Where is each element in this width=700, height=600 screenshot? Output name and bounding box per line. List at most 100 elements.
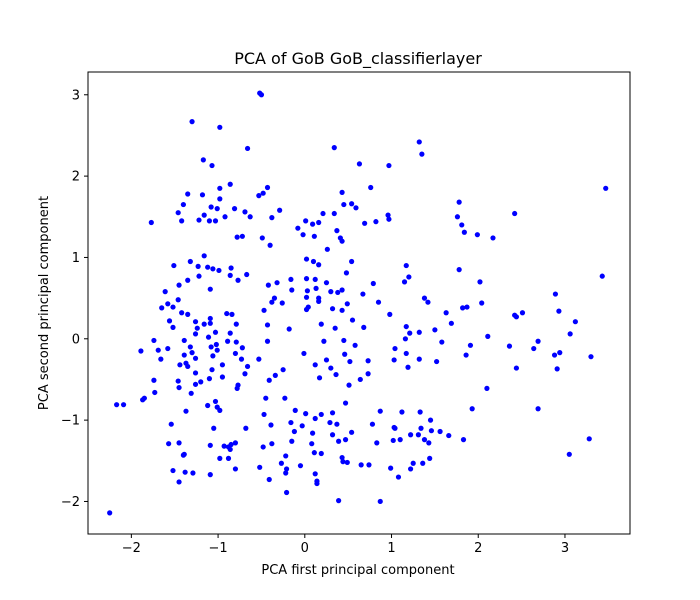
data-point (349, 429, 355, 435)
data-point (225, 455, 232, 461)
data-point (189, 350, 195, 356)
data-point (336, 438, 342, 444)
data-point (175, 210, 181, 216)
data-point (179, 310, 185, 316)
data-point (266, 377, 272, 383)
data-point (403, 350, 409, 357)
data-point (288, 419, 294, 426)
data-point (198, 379, 204, 385)
data-point (256, 193, 262, 199)
data-point (265, 282, 271, 288)
data-point (269, 441, 275, 447)
data-points (107, 90, 609, 516)
data-point (231, 206, 238, 212)
data-point (554, 366, 560, 372)
data-point (311, 233, 317, 239)
data-point (207, 286, 213, 292)
data-point (572, 319, 578, 325)
data-point (358, 462, 364, 468)
data-point (295, 225, 301, 231)
data-point (365, 358, 371, 364)
data-point (221, 443, 227, 449)
data-point (425, 299, 431, 305)
data-point (416, 139, 422, 145)
data-point (417, 409, 423, 415)
data-point (456, 267, 462, 273)
data-point (201, 321, 207, 327)
data-point (311, 450, 317, 456)
data-point (277, 207, 283, 213)
data-point (374, 440, 380, 446)
data-point (297, 463, 304, 469)
data-point (373, 219, 379, 225)
data-point (283, 466, 290, 472)
data-point (282, 395, 288, 401)
data-point (324, 246, 330, 252)
data-point (334, 421, 340, 427)
data-point (427, 455, 433, 461)
data-point (244, 363, 251, 370)
data-point (490, 235, 496, 241)
data-point (420, 460, 426, 466)
data-point (432, 327, 438, 333)
data-point (375, 299, 382, 305)
data-point (426, 440, 432, 446)
data-point (196, 273, 202, 279)
data-point (342, 437, 349, 443)
data-point (280, 367, 286, 373)
data-point (347, 358, 353, 365)
data-point (214, 347, 220, 353)
data-point (279, 300, 285, 306)
data-point (312, 276, 318, 283)
data-point (386, 216, 392, 222)
data-point (151, 377, 157, 383)
data-point (312, 471, 318, 477)
data-point (272, 372, 278, 378)
data-point (479, 300, 485, 306)
data-point (274, 280, 280, 286)
data-point (318, 411, 324, 418)
data-point (312, 362, 318, 368)
data-point (385, 212, 391, 218)
data-point (303, 411, 309, 417)
data-point (260, 190, 266, 196)
data-point (227, 181, 233, 187)
data-point (303, 218, 309, 224)
data-point (567, 331, 573, 337)
data-point (399, 409, 405, 415)
data-point (310, 258, 317, 265)
data-point (165, 345, 171, 352)
data-point (303, 256, 310, 262)
data-point (196, 217, 202, 223)
data-point (260, 444, 266, 450)
data-point (305, 304, 311, 310)
y-tick-label: 2 (72, 170, 80, 185)
data-point (313, 285, 319, 291)
data-point (397, 437, 403, 443)
data-point (403, 323, 409, 330)
data-point (405, 364, 411, 370)
data-point (227, 272, 233, 278)
data-point (283, 453, 289, 459)
data-point (513, 365, 520, 371)
data-point (418, 425, 424, 431)
data-point (176, 440, 182, 446)
data-point (155, 347, 161, 353)
data-point (238, 356, 245, 362)
data-point (208, 204, 214, 210)
data-point (566, 451, 572, 457)
data-point (205, 264, 211, 270)
data-point (170, 304, 176, 310)
data-point (357, 376, 363, 383)
plot-area (87, 71, 631, 535)
data-point (201, 212, 207, 218)
data-point (162, 289, 168, 295)
chart-title: PCA of GoB GoB_classifierlayer (234, 49, 482, 69)
data-point (556, 308, 562, 314)
data-point (151, 337, 157, 344)
data-point (312, 415, 318, 422)
data-point (443, 310, 449, 316)
data-point (310, 430, 316, 436)
